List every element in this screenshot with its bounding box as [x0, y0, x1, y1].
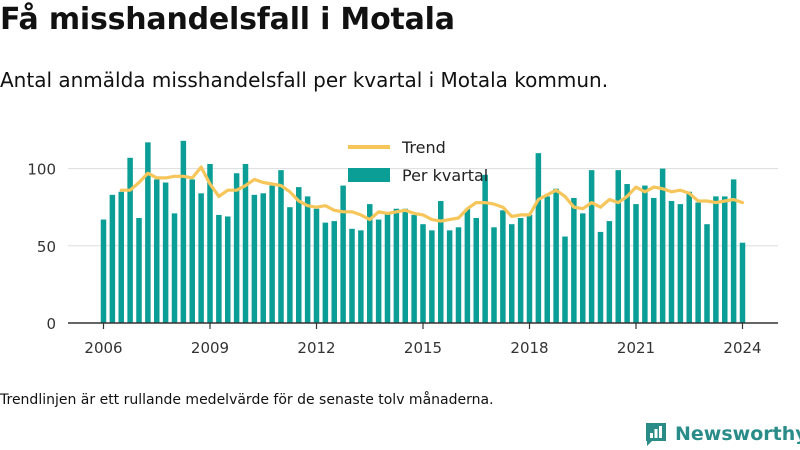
bar: [198, 193, 204, 323]
bar: [668, 201, 675, 323]
page-subtitle: Antal anmälda misshandelsfall per kvarta…: [0, 68, 609, 92]
bar: [739, 242, 746, 323]
bar: [473, 218, 480, 323]
bar: [437, 201, 444, 323]
bar: [624, 184, 630, 323]
x-tick-label: 2012: [297, 339, 335, 357]
x-tick-label: 2021: [617, 339, 655, 357]
bar: [491, 227, 497, 323]
bar: [358, 230, 364, 323]
bar: [171, 213, 178, 323]
bar: [721, 196, 728, 323]
bar: [180, 140, 187, 323]
bar: [313, 208, 320, 323]
bar: [730, 179, 737, 323]
bar: [127, 157, 133, 323]
bar: [571, 197, 577, 323]
bar: [207, 163, 213, 323]
bar: [642, 185, 648, 323]
bar: [118, 191, 125, 323]
bar: [375, 219, 382, 323]
bar: [704, 224, 710, 323]
bar: [340, 185, 346, 323]
brand-logo[interactable]: Newsworthy: [644, 420, 800, 448]
bar: [393, 208, 400, 323]
bar: [686, 191, 693, 323]
bar: [269, 185, 275, 323]
bar: [615, 170, 622, 323]
legend-trend-label: Trend: [401, 138, 446, 157]
bar: [526, 214, 533, 323]
x-tick-label: 2006: [84, 339, 122, 357]
legend-bar-swatch: [348, 168, 390, 182]
bar: [189, 179, 196, 323]
bar: [349, 228, 355, 323]
bar: [100, 219, 107, 323]
bar: [517, 218, 524, 323]
bar: [420, 224, 426, 323]
y-tick-label: 50: [37, 238, 56, 256]
bar: [650, 197, 657, 323]
bar: [233, 173, 240, 323]
y-tick-label: 0: [46, 315, 56, 333]
bar: [588, 170, 595, 323]
x-tick-label: 2018: [510, 339, 548, 357]
trend-line: [119, 165, 745, 223]
bar: [633, 204, 639, 323]
axes: 0 50 100 2006 2009 2012 2015 2018 2021 2024: [27, 161, 778, 357]
bar: [384, 213, 391, 323]
bar: [304, 196, 311, 323]
bar: [260, 193, 267, 323]
bar: [322, 222, 329, 323]
bar: [562, 236, 568, 323]
page-title: Få misshandelsfall i Motala: [0, 2, 455, 37]
bar: [713, 196, 719, 323]
bar-series: [100, 140, 746, 323]
legend: Trend Per kvartal: [348, 138, 488, 185]
bar: [153, 179, 160, 323]
bar: [278, 170, 284, 323]
legend-bar-label: Per kvartal: [402, 166, 488, 185]
y-tick-label: 100: [27, 161, 56, 179]
footnote: Trendlinjen är ett rullande medelvärde f…: [0, 392, 494, 408]
bar: [411, 214, 417, 323]
bar: [500, 210, 506, 323]
bar: [331, 221, 338, 323]
bar: [251, 194, 258, 323]
bar: [695, 202, 701, 323]
bar: [145, 142, 151, 323]
bar: [677, 204, 684, 323]
brand-name: Newsworthy: [675, 423, 800, 445]
bar: [136, 218, 142, 323]
bar: [597, 231, 604, 323]
bar: [429, 230, 435, 323]
bar: [366, 204, 373, 323]
x-tick-label: 2015: [404, 339, 442, 357]
bar: [287, 207, 293, 323]
x-tick-label: 2024: [723, 339, 761, 357]
bar: [606, 221, 613, 323]
bar: [579, 213, 586, 323]
bar: [464, 208, 471, 323]
bar: [544, 196, 551, 323]
bar: [508, 224, 515, 323]
bar: [109, 194, 116, 323]
bar: [216, 214, 222, 323]
bar: [224, 216, 231, 323]
bar: [162, 182, 169, 323]
bar: [295, 187, 302, 323]
bar: [659, 168, 666, 323]
newsworthy-logo-icon: [646, 423, 666, 446]
trend-series: [119, 165, 745, 223]
bar: [482, 174, 488, 323]
bar: [535, 153, 542, 323]
bar: [446, 230, 453, 323]
bar: [402, 208, 409, 323]
x-tick-label: 2009: [191, 339, 229, 357]
bar: [553, 188, 559, 323]
bar: [242, 163, 249, 323]
bar: [455, 227, 462, 323]
